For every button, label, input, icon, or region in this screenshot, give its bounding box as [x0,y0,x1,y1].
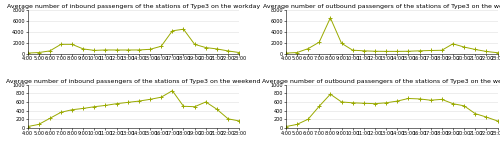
Title: Average number of outbound passengers of the stations of Type3 on the workday: Average number of outbound passengers of… [262,4,500,9]
Title: Average number of outbound passengers of the stations of Type3 on the weekend: Average number of outbound passengers of… [262,78,500,84]
Title: Average number of inbound passengers of the stations of Type3 on the workday: Average number of inbound passengers of … [6,4,260,9]
Title: Average number of inbound passengers of the stations of Type3 on the weekend: Average number of inbound passengers of … [6,78,260,84]
